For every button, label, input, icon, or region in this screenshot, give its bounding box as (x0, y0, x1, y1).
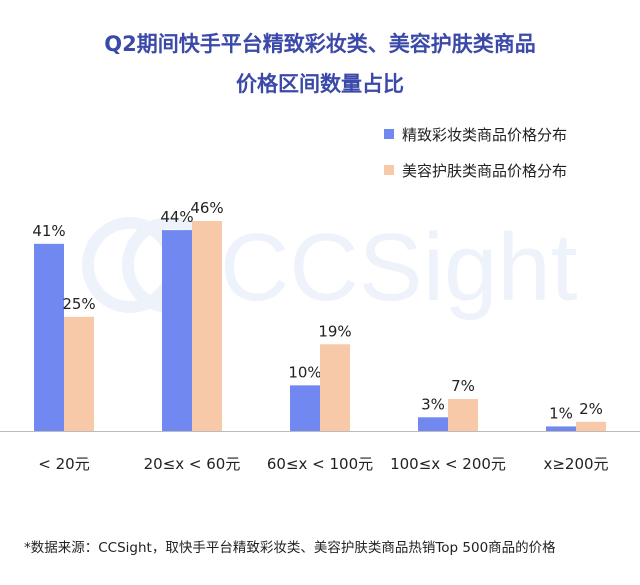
data-label-series-2-2: 46% (190, 199, 223, 217)
chart-title: Q2期间快手平台精致彩妆类、美容护肤类商品 价格区间数量占比 (0, 24, 640, 104)
chart-title-line-1: Q2期间快手平台精致彩妆类、美容护肤类商品 (104, 32, 536, 56)
data-label-series-1-4: 3% (421, 395, 445, 413)
legend-swatch-series-1 (384, 129, 394, 139)
data-label-series-2-5: 2% (579, 400, 603, 418)
data-label-series-2-3: 19% (318, 322, 351, 340)
legend-item-series-1: 精致彩妆类商品价格分布 (384, 124, 567, 144)
x-tick-label-3: 60≤x < 100元 (267, 455, 373, 473)
x-tick-label-2: 20≤x < 60元 (144, 455, 241, 473)
data-label-series-1-2: 44% (160, 208, 193, 226)
bar-series-1-1 (34, 243, 64, 431)
bar-series-1-4 (418, 417, 448, 431)
bar-series-2-1 (64, 316, 94, 431)
x-tick-label-4: 100≤x < 200元 (390, 455, 506, 473)
chart-title-line-2: 价格区间数量占比 (236, 72, 404, 96)
bar-series-1-2 (162, 230, 192, 431)
bar-series-1-5 (546, 426, 576, 431)
footnote: *数据来源：CCSight，取快手平台精致彩妆类、美容护肤类商品热销Top 50… (24, 540, 556, 556)
x-tick-label-5: x≥200元 (543, 455, 608, 473)
bar-series-2-4 (448, 399, 478, 431)
bar-series-2-5 (576, 421, 606, 431)
data-label-series-1-5: 1% (549, 404, 573, 422)
bar-series-1-3 (290, 385, 320, 431)
legend-item-series-2: 美容护肤类商品价格分布 (384, 160, 567, 180)
x-tick-label-1: < 20元 (38, 455, 89, 473)
bar-series-2-2 (192, 221, 222, 431)
legend: 精致彩妆类商品价格分布 美容护肤类商品价格分布 (384, 124, 567, 196)
legend-swatch-series-2 (384, 165, 394, 175)
data-label-series-2-1: 25% (62, 295, 95, 313)
data-label-series-1-1: 41% (32, 222, 65, 240)
bar-series-2-3 (320, 344, 350, 431)
legend-label-series-2: 美容护肤类商品价格分布 (402, 161, 568, 180)
data-label-series-1-3: 10% (288, 363, 321, 381)
data-label-series-2-4: 7% (451, 377, 475, 395)
legend-label-series-1: 精致彩妆类商品价格分布 (402, 125, 568, 144)
